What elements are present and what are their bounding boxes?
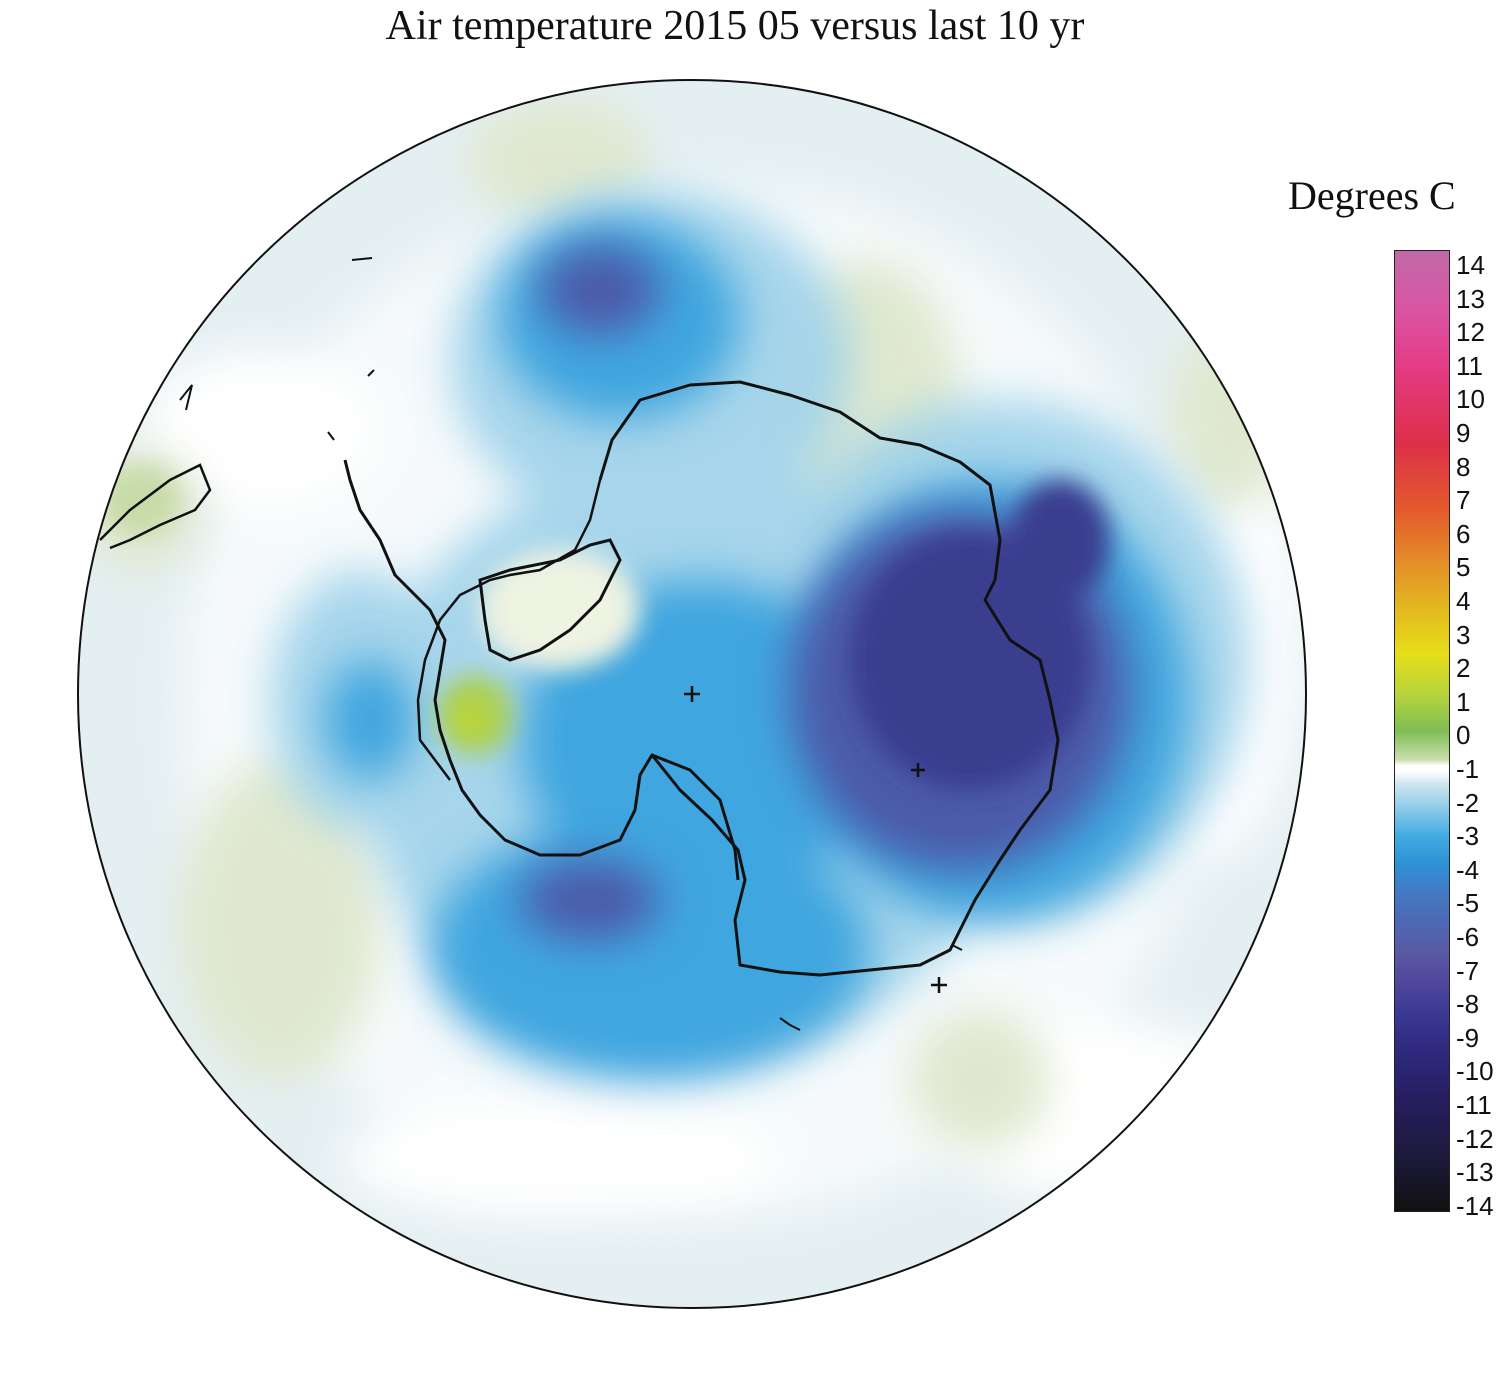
colorbar-ticks: 14 13 12 11 10 9 8 7 6 5 4 3 2 1 0 -1 -2 -3 -4 -5 -6 -7 -8 -9 -1… [1456, 250, 1500, 1219]
colorbar-tick-label: -5 [1456, 888, 1480, 919]
colorbar-tick-label: -4 [1456, 854, 1480, 885]
colorbar-tick-label: 14 [1456, 250, 1485, 280]
colorbar-tick-label: 5 [1456, 552, 1471, 583]
islands [179, 257, 963, 1031]
colorbar-tick-label: -6 [1456, 922, 1480, 952]
colorbar-tick-label: 4 [1456, 586, 1471, 616]
colorbar-tick-label: 9 [1456, 418, 1471, 448]
colorbar-tick-label: 2 [1456, 653, 1471, 684]
south-pole-marker [684, 686, 700, 702]
colorbar-tick-label: -14 [1456, 1190, 1494, 1221]
colorbar-tick-label: 11 [1456, 350, 1483, 381]
station-marker [911, 763, 925, 777]
colorbar-tick-label: 10 [1456, 384, 1485, 415]
colorbar-tick-label: -12 [1456, 1123, 1494, 1154]
colorbar-tick-label: -11 [1456, 1090, 1492, 1120]
south-america-tip [99, 463, 212, 550]
colorbar-tick-label: -9 [1456, 1022, 1480, 1053]
colorbar-tick-label: -3 [1456, 821, 1480, 852]
map-boundary [77, 79, 1307, 1309]
colorbar-tick-label: 0 [1456, 720, 1471, 751]
units-label: Degrees C [1288, 173, 1456, 218]
colorbar-tick-label: -10 [1456, 1056, 1494, 1087]
ross-ice-shelf [651, 753, 740, 881]
map-title: Air temperature 2015 05 versus last 10 y… [385, 3, 1085, 49]
colorbar-tick-label: 6 [1456, 518, 1471, 549]
colorbar-tick-label: -8 [1456, 989, 1480, 1020]
colorbar-tick-label: 12 [1456, 317, 1485, 348]
peninsula-coast [416, 479, 602, 781]
colorbar-tick-label: 7 [1456, 485, 1471, 516]
colorbar-tick-label: -13 [1456, 1157, 1494, 1188]
anomaly-field [78, 80, 1306, 1308]
reference-markers [684, 686, 947, 993]
colorbar-tick-label: -1 [1456, 754, 1480, 784]
colorbar-tick-label: 1 [1456, 686, 1471, 717]
colorbar-tick-label: -2 [1456, 787, 1480, 818]
colorbar-tick-label: 3 [1456, 619, 1471, 650]
colorbar-tick-label: -7 [1456, 955, 1480, 986]
station-marker [931, 977, 947, 993]
colorbar-tick-label: 13 [1456, 283, 1485, 314]
colorbar [1394, 250, 1450, 1212]
antarctica-coastline [343, 380, 1060, 977]
colorbar-tick-label: 8 [1456, 451, 1471, 482]
